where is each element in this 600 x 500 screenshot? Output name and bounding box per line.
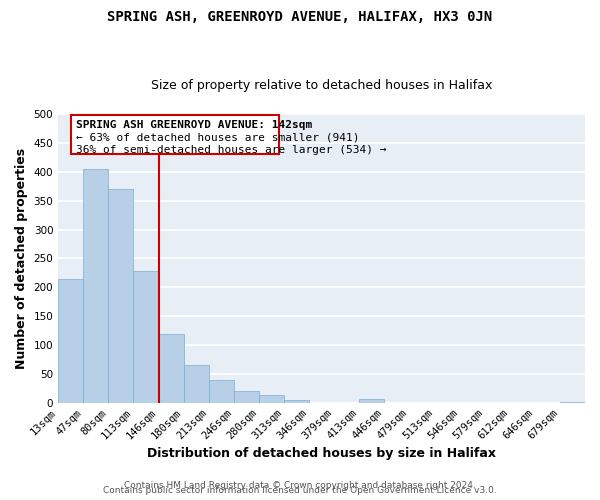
- Bar: [83, 169, 109, 403]
- Text: Contains HM Land Registry data © Crown copyright and database right 2024.: Contains HM Land Registry data © Crown c…: [124, 481, 476, 490]
- Text: Contains public sector information licensed under the Open Government Licence v3: Contains public sector information licen…: [103, 486, 497, 495]
- Bar: [209, 380, 234, 403]
- Bar: [109, 189, 133, 403]
- X-axis label: Distribution of detached houses by size in Halifax: Distribution of detached houses by size …: [147, 447, 496, 460]
- Bar: [158, 334, 184, 403]
- Text: SPRING ASH GREENROYD AVENUE: 142sqm: SPRING ASH GREENROYD AVENUE: 142sqm: [76, 120, 312, 130]
- Bar: [259, 395, 284, 403]
- Bar: [560, 402, 585, 403]
- Bar: [234, 392, 259, 403]
- Bar: [359, 399, 385, 403]
- Text: ← 63% of detached houses are smaller (941): ← 63% of detached houses are smaller (94…: [76, 132, 359, 142]
- Bar: [284, 400, 309, 403]
- Bar: [133, 271, 158, 403]
- Y-axis label: Number of detached properties: Number of detached properties: [15, 148, 28, 369]
- Bar: [184, 366, 209, 403]
- Bar: [58, 280, 83, 403]
- Text: SPRING ASH, GREENROYD AVENUE, HALIFAX, HX3 0JN: SPRING ASH, GREENROYD AVENUE, HALIFAX, H…: [107, 10, 493, 24]
- Text: 36% of semi-detached houses are larger (534) →: 36% of semi-detached houses are larger (…: [76, 145, 386, 155]
- Title: Size of property relative to detached houses in Halifax: Size of property relative to detached ho…: [151, 79, 492, 92]
- Bar: [71, 115, 279, 154]
